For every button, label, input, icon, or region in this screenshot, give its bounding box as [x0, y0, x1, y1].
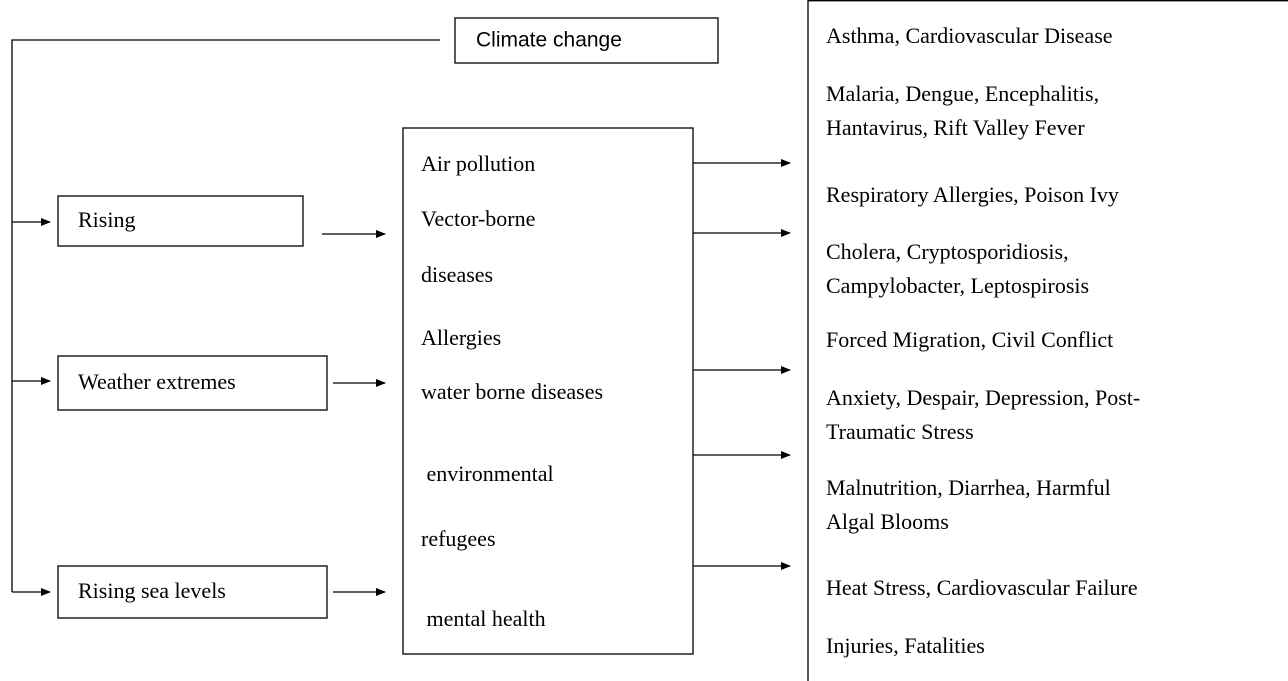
effect-label: Allergies: [421, 325, 501, 350]
outcome-line: Traumatic Stress: [826, 419, 974, 444]
outcome-line: Respiratory Allergies, Poison Ivy: [826, 182, 1119, 207]
effects-box: [402, 127, 694, 655]
outcome-line: Cholera, Cryptosporidiosis,: [826, 239, 1069, 264]
cause-box: [57, 565, 328, 619]
title-box: [454, 17, 719, 64]
effect-label: diseases: [421, 262, 493, 287]
outcome-line: Injuries, Fatalities: [826, 633, 985, 658]
cause-label: Rising sea levels: [78, 578, 226, 603]
outcome-line: Algal Blooms: [826, 509, 949, 534]
effect-label: environmental: [421, 461, 554, 486]
outcome-line: Hantavirus, Rift Valley Fever: [826, 115, 1085, 140]
cause-label: Weather extremes: [78, 369, 236, 394]
outcome-line: Heat Stress, Cardiovascular Failure: [826, 575, 1138, 600]
cause-label: Rising: [78, 207, 135, 232]
outcomes-box: [807, 0, 1288, 681]
outcome-line: Malnutrition, Diarrhea, Harmful: [826, 475, 1111, 500]
outcome-line: Malaria, Dengue, Encephalitis,: [826, 81, 1099, 106]
outcome-line: Asthma, Cardiovascular Disease: [826, 23, 1113, 48]
cause-box: [57, 355, 328, 411]
outcome-line: Forced Migration, Civil Conflict: [826, 327, 1113, 352]
effect-label: water borne diseases: [421, 379, 603, 404]
outcome-line: Campylobacter, Leptospirosis: [826, 273, 1089, 298]
cause-box: [57, 195, 304, 247]
connector: [11, 39, 440, 592]
effect-label: mental health: [421, 606, 546, 631]
effect-label: Air pollution: [421, 151, 535, 176]
effect-label: refugees: [421, 526, 496, 551]
outcome-line: Anxiety, Despair, Depression, Post-: [826, 385, 1140, 410]
title: Climate change: [476, 29, 622, 52]
effect-label: Vector-borne: [421, 206, 535, 231]
